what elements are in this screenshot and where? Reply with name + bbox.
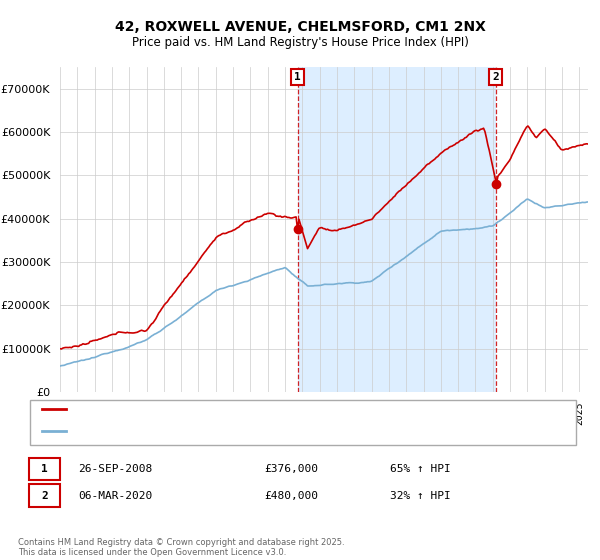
Text: 2: 2 bbox=[41, 491, 48, 501]
Text: 32% ↑ HPI: 32% ↑ HPI bbox=[390, 491, 451, 501]
Text: Price paid vs. HM Land Registry's House Price Index (HPI): Price paid vs. HM Land Registry's House … bbox=[131, 36, 469, 49]
Text: 42, ROXWELL AVENUE, CHELMSFORD, CM1 2NX (semi-detached house): 42, ROXWELL AVENUE, CHELMSFORD, CM1 2NX … bbox=[72, 404, 453, 414]
Text: £376,000: £376,000 bbox=[264, 464, 318, 474]
Text: HPI: Average price, semi-detached house, Chelmsford: HPI: Average price, semi-detached house,… bbox=[72, 426, 391, 436]
Text: 06-MAR-2020: 06-MAR-2020 bbox=[78, 491, 152, 501]
Text: 42, ROXWELL AVENUE, CHELMSFORD, CM1 2NX: 42, ROXWELL AVENUE, CHELMSFORD, CM1 2NX bbox=[115, 20, 485, 34]
Bar bbox=[298, 67, 496, 392]
Text: 65% ↑ HPI: 65% ↑ HPI bbox=[390, 464, 451, 474]
Text: 26-SEP-2008: 26-SEP-2008 bbox=[78, 464, 152, 474]
Text: 1: 1 bbox=[295, 72, 301, 82]
Text: Contains HM Land Registry data © Crown copyright and database right 2025.
This d: Contains HM Land Registry data © Crown c… bbox=[18, 538, 344, 557]
Text: 1: 1 bbox=[41, 464, 48, 474]
Text: 2: 2 bbox=[493, 72, 499, 82]
Text: £480,000: £480,000 bbox=[264, 491, 318, 501]
